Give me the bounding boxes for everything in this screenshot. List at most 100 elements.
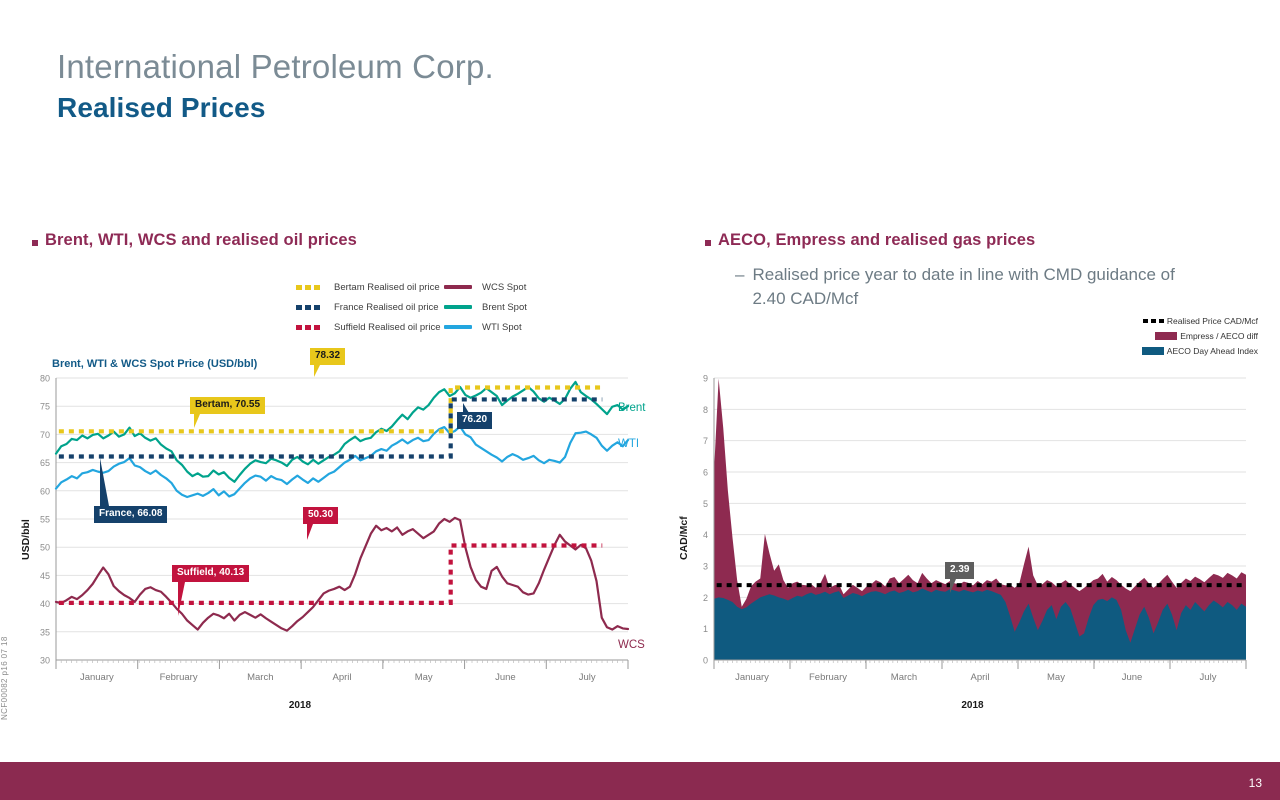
callout-bertam-78-32: 78.32 <box>310 348 346 377</box>
svg-text:8: 8 <box>703 405 708 415</box>
color-swatch-icon <box>1138 346 1164 355</box>
solid-line-icon <box>444 302 474 312</box>
callout-tail-icon <box>307 524 313 540</box>
oil-chart-title: Brent, WTI & WCS Spot Price (USD/bbl) <box>52 358 258 370</box>
svg-text:0: 0 <box>703 656 708 666</box>
svg-text:65: 65 <box>40 458 50 468</box>
legend-item-suffield: Suffield Realised oil price <box>296 317 444 337</box>
callout-text: 76.20 <box>462 414 488 425</box>
gas-chart-plot: 0 1 2 3 4 5 6 7 8 9 January February March April May Ju… <box>703 374 1247 683</box>
svg-text:March: March <box>891 672 917 683</box>
callout-tail-icon <box>463 403 469 413</box>
callout-france-76-20: 76.20 <box>457 403 493 429</box>
legend-label: Bertam Realised oil price <box>334 281 440 293</box>
oil-chart-plot: 30 35 40 45 50 55 60 65 70 75 80 January February Mar… <box>40 374 630 683</box>
legend-item-wcs: WCS Spot <box>444 277 527 297</box>
callout-text: Suffield, 40.13 <box>177 567 245 578</box>
svg-text:June: June <box>495 672 516 683</box>
svg-text:2: 2 <box>703 593 708 603</box>
callout-tail-icon <box>314 365 320 377</box>
callout-suffield-40-13: Suffield, 40.13 <box>172 565 250 616</box>
gas-chart-x-axis-title: 2018 <box>961 700 984 711</box>
callout-realised-2-39: 2.39 <box>945 562 975 593</box>
callout-text: France, 66.08 <box>99 508 163 519</box>
company-title: International Petroleum Corp. <box>57 48 494 85</box>
legend-label: Brent Spot <box>482 301 527 313</box>
legend-label: WCS Spot <box>482 281 527 293</box>
svg-text:6: 6 <box>703 468 708 478</box>
svg-text:January: January <box>735 672 769 683</box>
document-code: NCF00082 p16 07 18 <box>0 636 9 720</box>
svg-text:3: 3 <box>703 562 708 572</box>
svg-text:55: 55 <box>40 515 50 525</box>
solid-line-icon <box>444 282 474 292</box>
svg-text:July: July <box>579 672 596 683</box>
legend-label: WTI Spot <box>482 321 522 333</box>
svg-text:45: 45 <box>40 571 50 581</box>
legend-label: Suffield Realised oil price <box>334 321 441 333</box>
legend-label: France Realised oil price <box>334 301 439 313</box>
solid-line-icon <box>444 322 474 332</box>
svg-text:4: 4 <box>703 530 708 540</box>
svg-text:May: May <box>1047 672 1065 683</box>
callout-france-66-08: France, 66.08 <box>94 458 168 523</box>
sub-bullet-dash: – <box>735 265 745 284</box>
oil-chart-x-axis-title: 2018 <box>288 700 312 711</box>
color-swatch-icon <box>1151 331 1178 340</box>
bullet-square-icon <box>32 240 38 246</box>
right-section-heading: AECO, Empress and realised gas prices <box>705 231 1035 250</box>
dashed-line-icon <box>1138 316 1164 325</box>
dashed-line-icon <box>296 302 326 312</box>
page-title: International Petroleum Corp. Realised P… <box>57 46 494 127</box>
series-label-wti: WTI <box>618 438 640 450</box>
svg-text:1: 1 <box>703 624 708 634</box>
dashed-line-icon <box>296 282 326 292</box>
bullet-square-icon <box>705 240 711 246</box>
left-section-heading: Brent, WTI, WCS and realised oil prices <box>32 231 357 250</box>
series-label-brent: Brent <box>618 402 646 414</box>
svg-text:July: July <box>1200 672 1217 683</box>
svg-text:75: 75 <box>40 402 50 412</box>
svg-text:March: March <box>247 672 273 683</box>
svg-text:May: May <box>415 672 433 683</box>
svg-text:40: 40 <box>40 599 50 609</box>
callout-text: 78.32 <box>315 350 341 361</box>
svg-text:February: February <box>809 672 847 683</box>
footer-bar <box>0 762 1280 800</box>
legend-item-empress: Empress / AECO diff <box>1138 328 1258 343</box>
svg-text:June: June <box>1122 672 1143 683</box>
legend-label: Realised Price CAD/Mcf <box>1166 315 1258 326</box>
svg-text:5: 5 <box>703 499 708 509</box>
gas-chart-legend: Realised Price CAD/Mcf Empress / AECO di… <box>1138 313 1258 358</box>
page-number: 13 <box>1248 776 1262 790</box>
svg-text:April: April <box>970 672 989 683</box>
svg-text:50: 50 <box>40 543 50 553</box>
legend-item-brent: Brent Spot <box>444 297 527 317</box>
sub-bullet-label: Realised price year to date in line with… <box>752 265 1175 308</box>
callout-text: 2.39 <box>950 564 970 575</box>
right-heading-label: AECO, Empress and realised gas prices <box>718 231 1036 249</box>
legend-item-bertam: Bertam Realised oil price <box>296 277 444 297</box>
legend-item-realised-price: Realised Price CAD/Mcf <box>1138 313 1258 328</box>
svg-text:February: February <box>160 672 198 683</box>
svg-text:7: 7 <box>703 436 708 446</box>
svg-text:9: 9 <box>703 374 708 384</box>
right-sub-bullet: – Realised price year to date in line wi… <box>735 263 1205 311</box>
svg-text:70: 70 <box>40 430 50 440</box>
slide-subject-title: Realised Prices <box>57 92 266 123</box>
svg-text:January: January <box>80 672 114 683</box>
legend-item-wti: WTI Spot <box>444 317 527 337</box>
gas-chart-y-axis-title: CAD/Mcf <box>678 516 690 560</box>
left-heading-label: Brent, WTI, WCS and realised oil prices <box>45 231 357 249</box>
oil-chart-legend: Bertam Realised oil price WCS Spot Franc… <box>296 277 527 337</box>
callout-suffield-50-30: 50.30 <box>303 507 339 540</box>
legend-label: Empress / AECO diff <box>1180 330 1258 341</box>
legend-label: AECO Day Ahead Index <box>1166 345 1258 356</box>
callout-tail-icon <box>950 579 956 593</box>
dashed-line-icon <box>296 322 326 332</box>
svg-text:80: 80 <box>40 374 50 384</box>
svg-text:35: 35 <box>40 627 50 637</box>
svg-text:60: 60 <box>40 486 50 496</box>
series-label-wcs: WCS <box>618 639 645 651</box>
